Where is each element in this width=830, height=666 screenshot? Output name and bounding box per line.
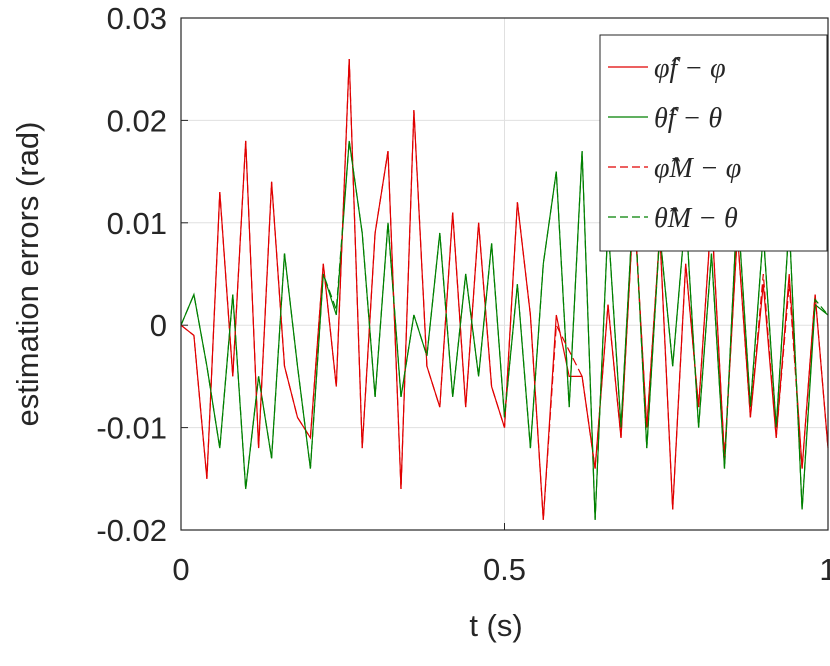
legend-label: φ̂f − φ [654, 53, 726, 84]
legend-box [599, 34, 828, 252]
y-tick-label: 0.01 [107, 206, 167, 241]
x-tick-label: 0 [172, 552, 189, 587]
legend-label: θ̂M − θ [654, 203, 738, 234]
y-tick-label: 0.02 [107, 103, 167, 138]
y-tick-label: 0 [150, 308, 167, 343]
y-tick-label: -0.01 [96, 411, 167, 446]
y-tick-label: -0.02 [96, 513, 167, 548]
series-line [180, 58, 829, 520]
y-tick-label: 0.03 [107, 1, 167, 36]
plot-frame [180, 17, 829, 531]
x-tick-label: 1 [819, 552, 830, 587]
y-axis-label: estimation errors (rad) [10, 122, 45, 427]
legend-label: θ̂f − θ [654, 103, 722, 134]
x-tick-label: 0.5 [483, 552, 526, 587]
x-axis-label: t (s) [469, 608, 522, 643]
series-line [180, 140, 829, 520]
legend-label: φ̂M − φ [654, 153, 741, 184]
